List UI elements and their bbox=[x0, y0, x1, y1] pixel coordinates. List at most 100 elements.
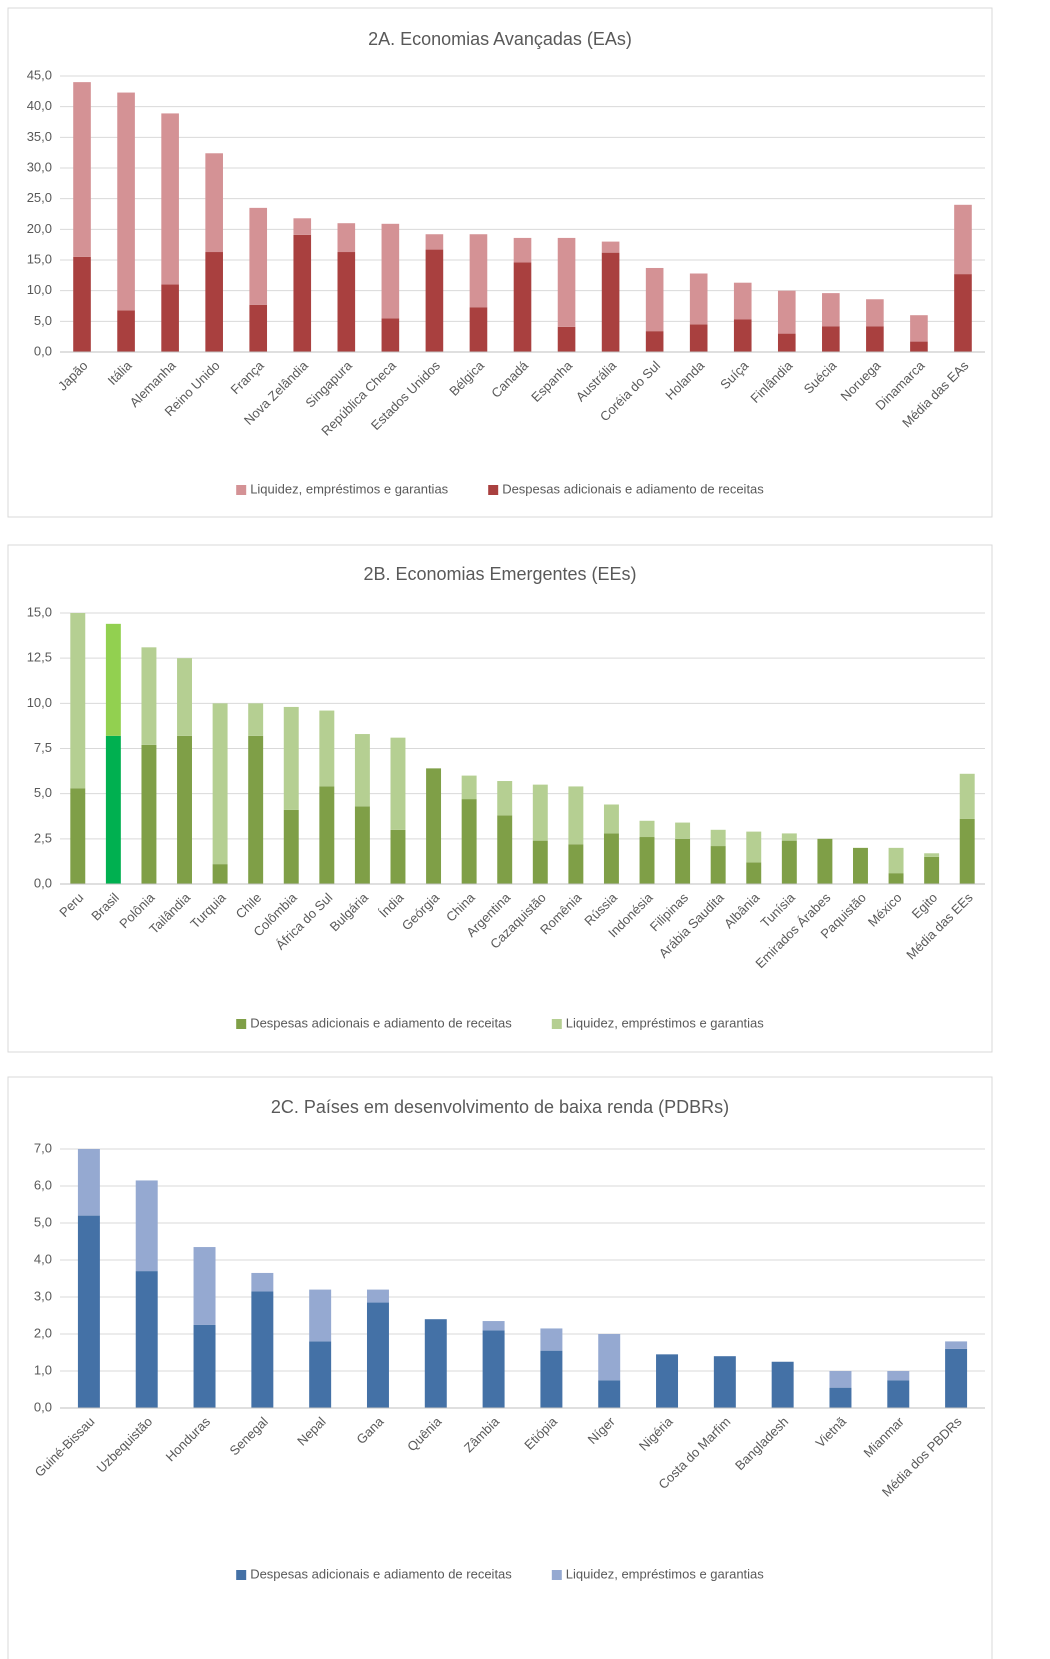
bar-segment bbox=[888, 847, 904, 874]
bar-segment bbox=[822, 326, 840, 352]
bar-segment bbox=[354, 734, 370, 807]
bar-segment bbox=[746, 862, 762, 884]
bar-segment bbox=[425, 249, 444, 352]
bar-segment bbox=[866, 299, 884, 327]
bar-segment bbox=[540, 1328, 563, 1351]
legend-swatch bbox=[236, 1019, 247, 1029]
bar-segment bbox=[959, 773, 975, 819]
bar-segment bbox=[77, 1149, 100, 1216]
legend-swatch bbox=[236, 485, 247, 495]
bar-segment bbox=[771, 1361, 794, 1408]
bar-segment bbox=[689, 273, 708, 325]
bar-segment bbox=[249, 304, 268, 352]
bar-segment bbox=[887, 1371, 910, 1381]
bar-segment bbox=[675, 822, 691, 839]
y-tick-label: 30,0 bbox=[27, 159, 52, 174]
bar-segment bbox=[777, 290, 796, 334]
bar-segment bbox=[293, 218, 312, 235]
bar-segment bbox=[598, 1380, 621, 1408]
bar-segment bbox=[337, 223, 356, 253]
bar-segment bbox=[532, 840, 548, 884]
bar-segment bbox=[866, 326, 884, 352]
y-tick-label: 0,0 bbox=[34, 1399, 52, 1414]
bar-segment bbox=[141, 744, 157, 884]
bar-segment bbox=[283, 706, 299, 810]
bar-segment bbox=[598, 1334, 621, 1381]
bar-segment bbox=[205, 153, 223, 253]
y-tick-label: 5,0 bbox=[34, 1214, 52, 1229]
chart-frame bbox=[7, 7, 993, 518]
bar-segment bbox=[689, 324, 708, 352]
chart-title: 2A. Economias Avançadas (EAs) bbox=[368, 29, 632, 49]
y-tick-label: 45,0 bbox=[27, 67, 52, 82]
bar-segment bbox=[945, 1348, 968, 1408]
bar-segment bbox=[251, 1272, 274, 1292]
bar-segment bbox=[557, 237, 576, 327]
y-tick-label: 7,0 bbox=[34, 1140, 52, 1155]
bar-segment bbox=[887, 1380, 910, 1408]
bar-segment bbox=[135, 1271, 158, 1408]
bar-segment bbox=[645, 331, 664, 352]
bar-segment bbox=[639, 820, 655, 838]
bar-segment bbox=[390, 737, 406, 830]
bar-segment bbox=[829, 1387, 852, 1408]
bar-segment bbox=[212, 703, 228, 865]
bar-segment bbox=[777, 333, 796, 352]
bar-segment bbox=[319, 786, 335, 884]
bar-segment bbox=[426, 768, 442, 884]
bar-segment bbox=[568, 786, 584, 845]
bar-segment bbox=[853, 847, 868, 884]
bar-segment bbox=[251, 1291, 274, 1408]
y-tick-label: 1,0 bbox=[34, 1362, 52, 1377]
bar-segment bbox=[603, 833, 619, 884]
y-tick-label: 4,0 bbox=[34, 1251, 52, 1266]
bar-segment bbox=[603, 804, 619, 834]
legend-label: Liquidez, empréstimos e garantias bbox=[566, 1566, 764, 1581]
legend-swatch bbox=[488, 485, 499, 495]
bar-segment bbox=[73, 82, 91, 257]
bar-segment bbox=[205, 252, 223, 352]
bar-segment bbox=[461, 775, 477, 800]
bar-segment bbox=[656, 1354, 679, 1408]
bar-segment bbox=[161, 113, 179, 285]
y-tick-label: 12,5 bbox=[27, 650, 52, 665]
y-tick-label: 5,0 bbox=[34, 313, 52, 328]
bar-segment bbox=[117, 92, 135, 311]
bar-segment bbox=[945, 1341, 968, 1349]
bar-segment bbox=[513, 237, 532, 263]
y-tick-label: 3,0 bbox=[34, 1288, 52, 1303]
bar-segment bbox=[959, 818, 975, 884]
bar-segment bbox=[497, 815, 513, 884]
chart: 2B. Economias Emergentes (EEs) 0,0 2,5 5,0 7… bbox=[7, 544, 993, 1053]
bar-segment bbox=[77, 1215, 100, 1408]
bar-segment bbox=[910, 315, 928, 342]
bar-segment bbox=[105, 623, 121, 736]
bar-segment bbox=[910, 341, 928, 352]
bar-segment bbox=[710, 829, 726, 847]
bar-segment bbox=[177, 735, 192, 884]
bar-segment bbox=[390, 829, 406, 884]
bar-segment bbox=[469, 234, 488, 308]
y-tick-label: 10,0 bbox=[27, 695, 52, 710]
bar-segment bbox=[733, 282, 752, 320]
bar-segment bbox=[354, 806, 370, 884]
legend-label: Liquidez, empréstimos e garantias bbox=[566, 1015, 764, 1030]
chart: 2A. Economias Avançadas (EAs) 0,0 5,0 10,0 1… bbox=[7, 7, 993, 518]
bar-segment bbox=[781, 833, 797, 841]
bar-segment bbox=[675, 838, 691, 884]
bar-segment bbox=[249, 207, 268, 305]
y-tick-label: 20,0 bbox=[27, 221, 52, 236]
bar-segment bbox=[135, 1180, 158, 1272]
bar-segment bbox=[532, 784, 548, 841]
bar-segment bbox=[469, 307, 488, 352]
bar-segment bbox=[924, 856, 940, 884]
bar-segment bbox=[781, 840, 797, 884]
bar-segment bbox=[482, 1330, 505, 1408]
bar-segment bbox=[461, 799, 477, 884]
y-tick-label: 0,0 bbox=[34, 343, 52, 358]
bar-segment bbox=[105, 735, 121, 884]
y-tick-label: 0,0 bbox=[34, 875, 52, 890]
legend-swatch bbox=[551, 1570, 562, 1580]
bar-segment bbox=[829, 1371, 852, 1388]
